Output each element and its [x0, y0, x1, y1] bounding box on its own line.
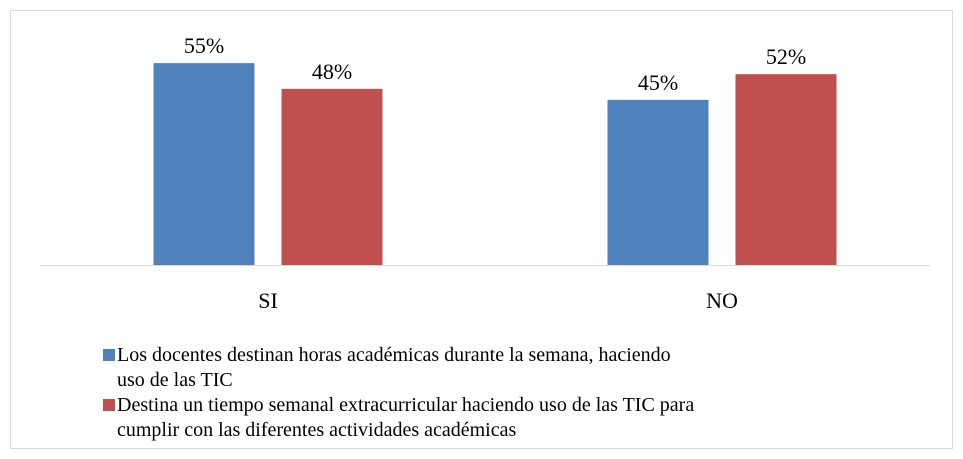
bar — [735, 74, 837, 265]
value-label: 45% — [638, 70, 678, 95]
legend-item: Destina un tiempo semanal extracurricula… — [103, 393, 703, 443]
legend-label: Los docentes destinan horas académicas d… — [117, 344, 671, 391]
bar — [607, 99, 709, 265]
legend-swatch — [103, 349, 115, 361]
value-label: 48% — [312, 59, 352, 84]
x-tick-label: SI — [258, 288, 278, 313]
bar — [281, 88, 383, 265]
bar — [153, 63, 255, 266]
legend-label: Destina un tiempo semanal extracurricula… — [117, 394, 695, 441]
x-tick-label: NO — [706, 288, 738, 313]
value-label: 55% — [184, 33, 224, 58]
legend-item: Los docentes destinan horas académicas d… — [103, 343, 703, 393]
legend-swatch — [103, 399, 115, 411]
value-label: 52% — [766, 44, 806, 69]
